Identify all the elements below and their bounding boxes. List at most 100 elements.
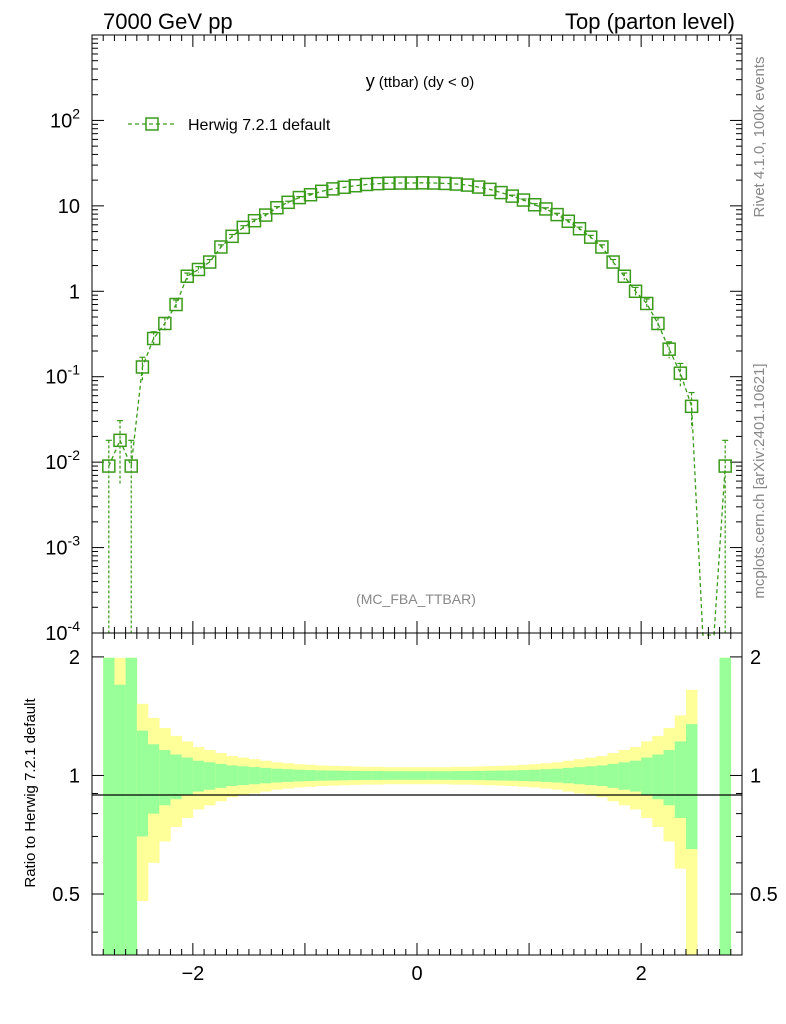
mc-data-point xyxy=(404,176,419,190)
mc-data-point xyxy=(393,176,407,190)
ratio-y-tick-label-right: 2 xyxy=(750,647,761,669)
ratio-band-inner xyxy=(663,750,676,806)
mc-data-point xyxy=(583,230,598,244)
mc-data-point xyxy=(225,229,239,244)
ratio-bands xyxy=(103,657,732,955)
ratio-band-inner xyxy=(529,769,541,782)
ratio-band-inner xyxy=(596,765,608,787)
mc-data-point xyxy=(639,296,654,311)
mc-data-point xyxy=(561,214,576,229)
mc-data-point xyxy=(595,240,609,254)
plot-title-sub: (ttbar) (dy < 0) xyxy=(379,74,474,91)
x-tick-label: −2 xyxy=(181,963,204,985)
mc-data-point xyxy=(684,399,699,414)
mc-data-point xyxy=(628,284,643,299)
ratio-y-tick-labels: 0.5 0.5 1 1 2 2 xyxy=(52,647,778,906)
legend: Herwig 7.2.1 default xyxy=(128,117,331,134)
ratio-band-inner xyxy=(170,754,182,800)
mc-data-point xyxy=(258,208,273,222)
ratio-band-inner xyxy=(383,771,395,780)
mc-data-point xyxy=(673,366,688,380)
mc-data-point xyxy=(314,184,329,199)
ratio-band-inner xyxy=(349,770,362,781)
y-tick-label: 10-2 xyxy=(45,447,80,474)
y-tick-label: 10 xyxy=(58,196,80,218)
legend-marker xyxy=(145,117,159,131)
mc-data-point xyxy=(337,180,351,195)
ratio-band-inner xyxy=(215,763,227,788)
x-tick-label: 0 xyxy=(411,963,422,985)
ratio-y-tick-label-left: 1 xyxy=(69,765,80,787)
mc-data-point xyxy=(191,262,206,277)
mcplots-label: mcplots.cern.ch [arXiv:2401.10621] xyxy=(751,363,768,598)
ratio-band-inner xyxy=(450,771,463,780)
mc-data-point xyxy=(494,185,508,200)
ratio-band-inner xyxy=(394,771,407,780)
plot-title-main: y xyxy=(366,71,375,91)
mc-data-point xyxy=(247,213,262,228)
y-tick-label: 1 xyxy=(69,281,80,303)
mc-data-point xyxy=(236,220,251,235)
ratio-band-inner xyxy=(652,754,664,800)
mc-data-point xyxy=(169,297,183,312)
ratio-y-tick-label-right: 1 xyxy=(750,765,761,787)
ratio-band-inner xyxy=(428,771,440,780)
ratio-y-axis-label: Ratio to Herwig 7.2.1 default xyxy=(22,698,39,888)
plot-title: y (ttbar) (dy < 0) xyxy=(366,71,474,91)
rivet-label: Rivet 4.1.0, 100k events xyxy=(751,57,768,218)
ratio-band-inner xyxy=(327,770,339,781)
ratio-band-inner xyxy=(372,771,384,780)
mc-data-point xyxy=(146,331,161,346)
mc-data-point xyxy=(539,202,553,216)
ratio-band-inner xyxy=(607,763,620,788)
mc-data-point xyxy=(550,207,564,222)
mc-data-point xyxy=(348,178,363,193)
mc-data-point xyxy=(292,190,307,205)
mc-data-point xyxy=(505,189,520,203)
ratio-band-inner xyxy=(439,771,451,780)
ratio-band-inner xyxy=(248,767,261,785)
ratio-band-inner xyxy=(719,657,732,955)
ratio-band-inner xyxy=(304,770,317,782)
ratio-band-inner xyxy=(618,762,631,790)
main-plot-ticks xyxy=(91,35,743,634)
x-tick-label: 2 xyxy=(636,963,647,985)
mc-data-point xyxy=(371,176,385,191)
ratio-band-inner xyxy=(237,766,250,786)
ratio-band-inner xyxy=(192,760,205,792)
ratio-band-inner xyxy=(573,767,586,785)
ratio-band-inner xyxy=(517,770,530,782)
mc-data-point xyxy=(449,177,463,191)
mc-data-point xyxy=(427,176,441,190)
mc-data-point xyxy=(415,176,430,190)
mc-data-point xyxy=(718,459,732,473)
ratio-band-inner xyxy=(473,770,485,781)
ratio-band-inner xyxy=(685,724,698,850)
mc-data-point xyxy=(516,193,531,207)
mc-series-line xyxy=(108,182,726,636)
mc-data-point xyxy=(471,180,486,194)
mc-data-point xyxy=(326,182,340,196)
ratio-band-inner xyxy=(562,767,575,784)
ratio-band-inner xyxy=(159,750,171,806)
mc-data-point xyxy=(382,176,396,190)
ratio-band-inner xyxy=(282,769,295,782)
mc-data-point xyxy=(270,201,284,215)
ratio-y-tick-label-left: 2 xyxy=(69,647,80,669)
y-tick-label: 10-1 xyxy=(45,362,80,389)
ratio-plot: 0.5 0.5 1 1 2 2 −2 0 2 Ratio to Herwig 7.2.1 de… xyxy=(22,632,778,985)
ratio-band-inner xyxy=(260,767,272,784)
mc-data-point xyxy=(438,176,452,191)
y-tick-label: 10-3 xyxy=(45,533,80,560)
y-tick-label: 102 xyxy=(50,105,80,132)
y-tick-label: 10-4 xyxy=(45,618,80,645)
mc-data-point xyxy=(180,269,195,283)
mc-series xyxy=(102,176,732,636)
main-y-tick-labels: 10-4 10-3 10-2 10-1 1 10 102 xyxy=(45,105,80,645)
ratio-band-inner xyxy=(484,770,496,781)
mc-data-point xyxy=(483,182,497,197)
mc-data-point xyxy=(527,198,542,212)
ratio-band-inner xyxy=(125,657,138,955)
mc-data-point xyxy=(102,459,116,473)
mc-data-point xyxy=(359,177,374,192)
